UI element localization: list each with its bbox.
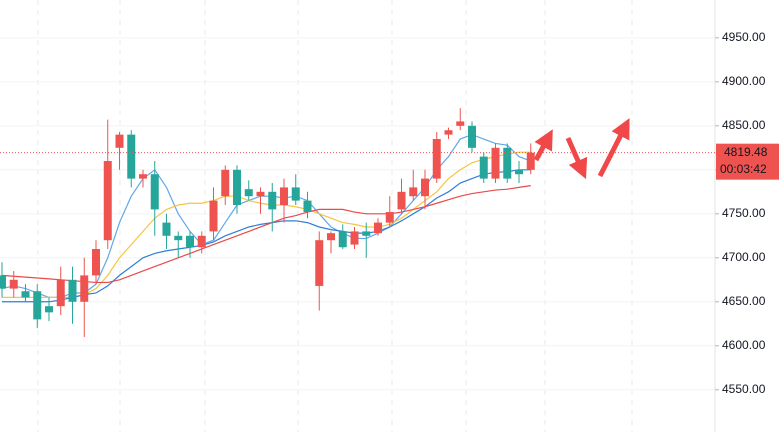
candle-body — [92, 248, 100, 276]
candle-body — [209, 200, 218, 232]
candle-body — [33, 291, 42, 320]
candle-body — [374, 222, 382, 234]
y-tick-label: 4600.00 — [722, 338, 766, 352]
candle-body — [80, 275, 89, 302]
y-tick-label: 4750.00 — [722, 206, 766, 220]
candle-body — [280, 187, 288, 206]
moving-average-line — [2, 169, 531, 303]
plot — [0, 108, 715, 337]
last-price-label: 4819.48 — [724, 145, 768, 159]
y-axis: 4550.004600.004650.004700.004750.004800.… — [715, 30, 779, 396]
candle-body — [186, 235, 194, 248]
candle-body — [291, 187, 300, 201]
candle-body — [421, 178, 429, 197]
y-tick-label: 4700.00 — [722, 250, 766, 264]
annotation-arrows — [533, 118, 630, 180]
moving-average-line — [1, 133, 531, 298]
candle-body — [174, 235, 183, 241]
candle-body — [256, 191, 265, 197]
candle-body — [526, 152, 535, 170]
last-price-box — [716, 143, 779, 180]
candle-body — [150, 174, 159, 210]
candle-body — [103, 161, 112, 241]
candle-body — [162, 222, 171, 236]
candle-body — [432, 139, 441, 179]
candle-body — [127, 134, 136, 179]
time-grid — [37, 0, 633, 432]
candle-body — [9, 279, 18, 289]
candle-body — [315, 240, 324, 286]
candle-body — [56, 279, 65, 307]
candle-body — [327, 233, 335, 241]
candle-body — [385, 212, 394, 223]
candle-body — [468, 125, 476, 148]
candle-body — [503, 147, 512, 179]
candle-body — [197, 235, 206, 248]
candle-body — [479, 156, 488, 179]
candle-body — [515, 169, 523, 175]
candle-body — [444, 130, 453, 135]
candle-body — [115, 134, 124, 148]
candle-body — [45, 306, 53, 313]
candle-body — [397, 191, 406, 210]
candle-body — [456, 121, 465, 126]
candle-body — [362, 231, 371, 236]
candle-body — [244, 189, 253, 197]
candle-body — [303, 200, 312, 213]
y-tick-label: 4950.00 — [722, 30, 766, 44]
candle-body — [139, 174, 147, 179]
moving-average-line — [1, 185, 531, 284]
candle-body — [338, 231, 347, 248]
candle-body — [233, 169, 241, 206]
y-tick-label: 4550.00 — [722, 382, 766, 396]
candle-body — [21, 291, 30, 298]
y-tick-label: 4650.00 — [722, 294, 766, 308]
y-tick-label: 4900.00 — [722, 74, 766, 88]
candle-body — [221, 169, 230, 197]
candle-body — [0, 275, 6, 289]
candle-body — [268, 191, 277, 210]
candle-body — [409, 187, 418, 197]
candle-body — [491, 147, 500, 179]
y-tick-label: 4850.00 — [722, 118, 766, 132]
countdown-label: 00:03:42 — [720, 162, 767, 176]
candle-body — [68, 279, 77, 302]
candle-body — [350, 231, 359, 245]
moving-average-line — [2, 151, 531, 298]
